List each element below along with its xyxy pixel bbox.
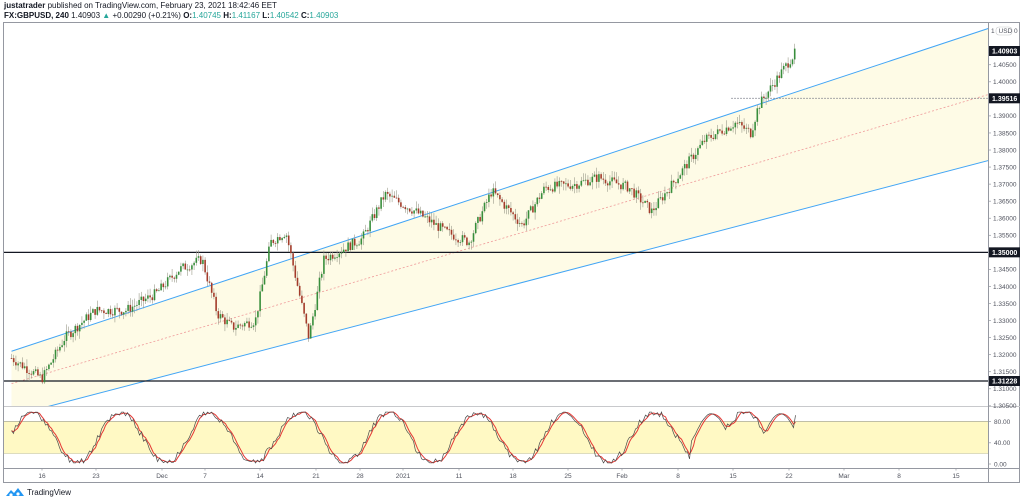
time-tick-label: 16: [38, 473, 46, 480]
price-tick-label: 1.30500: [993, 403, 1017, 410]
time-tick-label: Feb: [616, 473, 628, 480]
svg-text:0: 0: [1014, 28, 1018, 35]
oscillator-tick-label: 40.00: [994, 440, 1011, 447]
price-tick-label: 1.40500: [993, 62, 1017, 69]
tradingview-branding: TradingView: [5, 487, 71, 497]
main-pane[interactable]: [4, 24, 1002, 416]
price-label-horizontal-line: 1.31228: [989, 376, 1020, 386]
price-tick-label: 1.34500: [993, 267, 1017, 274]
time-tick-label: 22: [785, 473, 793, 480]
price-tick-label: 1.39000: [993, 113, 1017, 120]
channel-fill: [11, 28, 988, 406]
time-tick-label: 8: [897, 473, 901, 480]
price-tick-label: 1.37500: [993, 164, 1017, 171]
svg-text:1: 1: [991, 28, 995, 35]
oscillator-axis[interactable]: 80.00 40.00 0.00: [988, 419, 1011, 468]
price-tick-label: 1.33000: [993, 318, 1017, 325]
price-tick-label: 1.36000: [993, 216, 1017, 223]
tradingview-name: TradingView: [27, 487, 72, 497]
oscillator-tick-label: 80.00: [994, 419, 1011, 426]
tradingview-logo-icon: [6, 488, 24, 497]
time-tick-label: 11: [456, 473, 463, 480]
price-tick-label: 1.34000: [993, 284, 1017, 291]
time-tick-label: Dec: [156, 473, 168, 480]
time-tick-label: Mar: [838, 473, 850, 480]
triangle-up-icon: ▲: [102, 11, 111, 20]
svg-text:1.31228: 1.31228: [992, 379, 1017, 386]
symbol-info: FX:GBPUSD, 240 1.40903 ▲ +0.00290 (+0.21…: [4, 11, 338, 21]
ohlc-high-label: H:: [223, 11, 232, 20]
stoch-d-line: [11, 411, 796, 464]
ohlc-close-value: 1.40903: [309, 11, 339, 20]
price-tick-label: 1.38500: [993, 130, 1017, 137]
published-text: published on TradingView.com, February 2…: [47, 1, 277, 10]
price-tick-label: 1.37000: [993, 181, 1017, 188]
time-tick-label: 7: [203, 473, 207, 480]
price-change: +0.00290 (+0.21%): [112, 11, 181, 20]
svg-text:1.40903: 1.40903: [992, 49, 1017, 56]
price-label-horizontal-ray: 1.39516: [989, 93, 1020, 104]
price-axis[interactable]: 1.40500 1.40000 1.39000 1.38500 1.38000 1.375…: [988, 26, 1020, 410]
channel-upper-line[interactable]: [11, 24, 1003, 352]
ohlc-high-value: 1.41167: [231, 11, 261, 20]
ohlc-open-value: 1.40745: [192, 11, 221, 20]
time-tick-label: 2021: [396, 473, 411, 480]
author-name[interactable]: justatrader: [4, 1, 46, 10]
time-axis[interactable]: 16 23 Dec 7 14 21 28 2021 11 18 25 Feb 8 15 22 Mar 8 15: [38, 468, 960, 480]
svg-text:USD: USD: [999, 28, 1013, 35]
time-tick-label: 25: [564, 473, 572, 480]
price-tick-label: 1.31500: [993, 369, 1017, 376]
time-tick-label: 15: [729, 473, 737, 480]
channel-midline: [11, 94, 988, 385]
price-label-horizontal-line: 1.35000: [989, 247, 1020, 258]
time-tick-label: 23: [92, 473, 100, 480]
time-tick-label: 21: [312, 473, 320, 480]
overbought-oversold-band: [4, 421, 988, 454]
candles: [10, 43, 796, 385]
svg-text:1.39516: 1.39516: [992, 96, 1017, 103]
price-tick-label: 1.38000: [993, 147, 1017, 154]
time-tick-label: 18: [509, 473, 517, 480]
channel-lower-line[interactable]: [12, 157, 1003, 416]
oscillator-tick-label: 0.00: [994, 461, 1007, 468]
price-tick-label: 1.33500: [993, 301, 1017, 308]
time-tick-label: 14: [256, 473, 264, 480]
currency-badge[interactable]: USD 1 0: [991, 26, 1018, 36]
stochastic-pane[interactable]: [4, 411, 988, 464]
price-tick-label: 1.36500: [993, 198, 1017, 205]
publish-info: justatrader published on TradingView.com…: [4, 1, 277, 11]
price-tick-label: 1.35500: [993, 233, 1017, 240]
svg-text:1.35000: 1.35000: [992, 250, 1017, 257]
ohlc-open-label: O:: [183, 11, 193, 20]
price-label-last-price: 1.40903: [989, 46, 1020, 56]
price-tick-label: 1.31000: [993, 386, 1017, 393]
price-tick-label: 1.32000: [993, 352, 1017, 359]
ohlc-low-value: 1.40542: [269, 11, 299, 20]
symbol-label[interactable]: FX:GBPUSD, 240: [4, 11, 69, 20]
time-tick-label: 8: [676, 473, 680, 480]
last-price: 1.40903: [71, 11, 101, 20]
stoch-k-line: [11, 411, 796, 464]
price-tick-label: 1.40000: [993, 79, 1017, 86]
ohlc-low-label: L:: [262, 11, 270, 20]
time-tick-label: 28: [356, 473, 364, 480]
time-tick-label: 15: [952, 473, 960, 480]
ohlc-close-label: C:: [300, 11, 310, 20]
price-tick-label: 1.32500: [993, 335, 1017, 342]
